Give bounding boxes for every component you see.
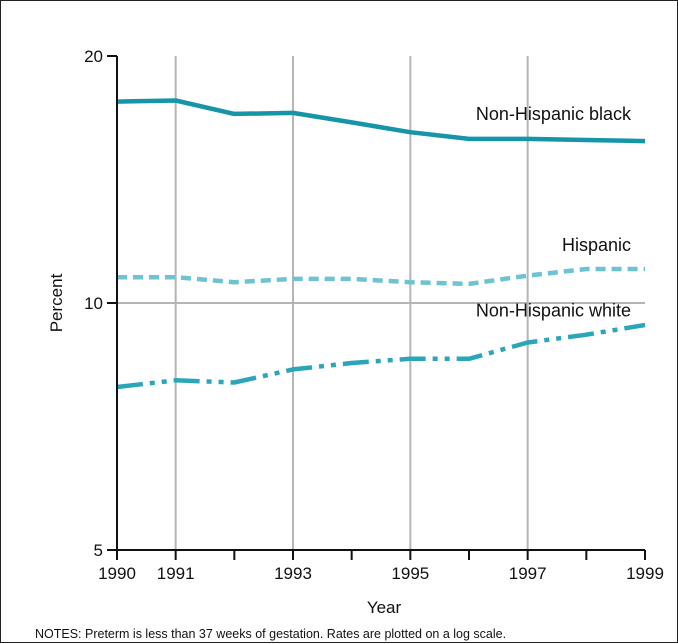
x-tick-label: 1993 [274, 564, 312, 583]
series-label: Non-Hispanic black [476, 104, 632, 124]
axes: 20 10 5 1990 1991 1993 1995 1997 1999 [84, 47, 664, 583]
series-label: Non-Hispanic white [476, 301, 631, 321]
y-axis-title: Percent [47, 273, 66, 332]
series-lines [116, 98, 646, 390]
x-tick-label: 1999 [626, 564, 664, 583]
y-tick-label: 5 [94, 541, 103, 560]
chart-notes: NOTES: Preterm is less than 37 weeks of … [35, 627, 506, 641]
x-tick-label: 1995 [391, 564, 429, 583]
x-tick-label: 1990 [98, 564, 136, 583]
x-tick-label: 1991 [157, 564, 195, 583]
x-tick-label: 1997 [509, 564, 547, 583]
series-line-non-hispanic-white [116, 322, 646, 390]
x-axis-title: Year [367, 598, 402, 617]
series-labels: Non-Hispanic black Hispanic Non-Hispanic w… [476, 104, 632, 321]
y-tick-label: 20 [84, 47, 103, 66]
series-label: Hispanic [562, 235, 631, 255]
series-line-hispanic [117, 266, 645, 287]
series-line-non-hispanic-black [116, 98, 646, 144]
y-tick-label: 10 [84, 294, 103, 313]
